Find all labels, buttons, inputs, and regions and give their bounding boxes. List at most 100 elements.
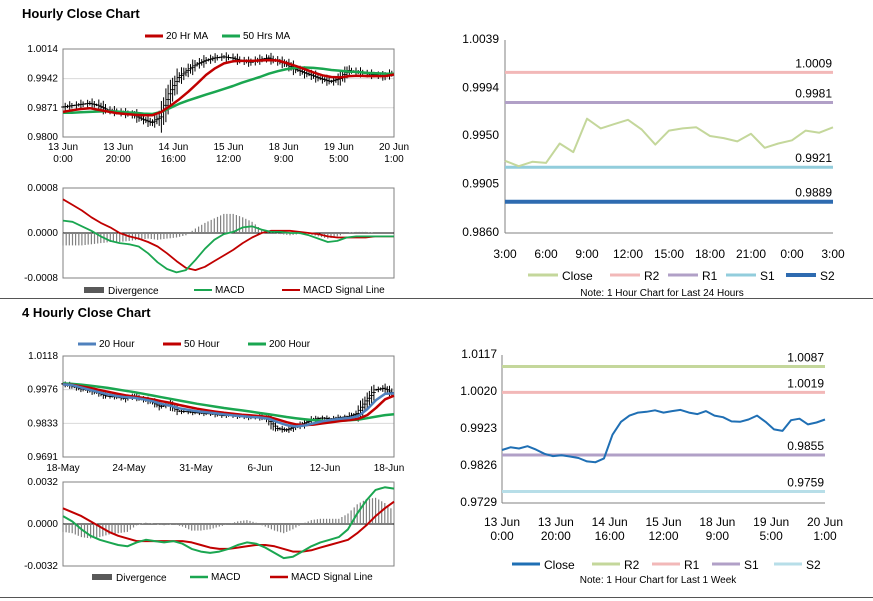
- level-label-s2: 0.9889: [795, 186, 832, 200]
- section-divider: [0, 298, 873, 299]
- x-tick-label: 0:00: [780, 247, 804, 261]
- x-tick-label-line1: 13 Jun: [538, 515, 574, 529]
- y-tick-label: 1.0118: [28, 351, 58, 362]
- legend-20-hour: 20 Hour: [99, 339, 135, 350]
- y-tick-label: 0.9826: [460, 458, 497, 472]
- x-tick-label-line1: 18 Jun: [699, 515, 735, 529]
- x-tick-label: 18-May: [46, 463, 79, 474]
- bottom-divider: [0, 597, 873, 598]
- y-tick-label: 0.9833: [27, 418, 58, 429]
- x-tick-label-line2: 12:00: [216, 154, 241, 165]
- y-tick-label: 0.9950: [462, 128, 499, 142]
- legend-r2: R2: [624, 558, 640, 572]
- ma20-line: [62, 383, 395, 428]
- x-tick-label-line1: 14 Jun: [158, 142, 188, 153]
- y-tick-label: 1.0014: [27, 44, 58, 55]
- y-tick-label: 0.9860: [462, 225, 499, 239]
- legend-close: Close: [562, 269, 593, 283]
- x-tick-label-line2: 16:00: [595, 529, 625, 543]
- y-tick-label: 0.9871: [27, 103, 58, 114]
- close-line: [504, 117, 834, 168]
- x-tick-label-line1: 20 Jun: [379, 142, 409, 153]
- four-hourly-price-chart: 1.0118 0.9976 0.9833 0.9691 20 Hour 50 Hour 20…: [27, 339, 404, 474]
- hourly-price-chart: 1.0014 0.9942 0.9871 0.9800 20 Hr MA 50 Hrs M…: [27, 31, 409, 165]
- level-label-r1: 0.9981: [795, 87, 832, 101]
- legend-macd: MACD: [211, 572, 240, 583]
- x-tick-label-line2: 1:00: [813, 529, 837, 543]
- ma50-line: [63, 66, 394, 116]
- y-tick-label: 1.0039: [462, 32, 499, 46]
- legend-ma20: 20 Hr MA: [166, 31, 209, 42]
- four-hourly-section-title: 4 Hourly Close Chart: [22, 305, 151, 320]
- signal-line: [62, 198, 394, 271]
- legend-divergence: Divergence: [108, 286, 159, 297]
- legend-50-hour: 50 Hour: [184, 339, 220, 350]
- x-tick-label-line2: 12:00: [648, 529, 678, 543]
- legend-r1: R1: [684, 558, 700, 572]
- level-label-s2: 0.9759: [787, 476, 824, 490]
- y-tick-label: 1.0020: [460, 384, 497, 398]
- hourly-section-title: Hourly Close Chart: [22, 6, 140, 21]
- x-tick-label-line1: 19 Jun: [753, 515, 789, 529]
- level-label-r1: 1.0019: [787, 376, 824, 390]
- x-tick-label-line2: 5:00: [759, 529, 783, 543]
- x-tick-label: 24-May: [112, 463, 145, 474]
- x-tick-label: 12-Jun: [310, 463, 341, 474]
- x-tick-label-line2: 20:00: [106, 154, 131, 165]
- plot-frame: [62, 355, 395, 458]
- y-tick-label: 0.0000: [27, 228, 58, 239]
- y-tick-label: 0.9691: [27, 452, 58, 463]
- x-tick-label: 21:00: [736, 247, 766, 261]
- legend-divergence-swatch: [84, 287, 104, 293]
- ma20-line: [62, 58, 395, 117]
- x-tick-label-line1: 19 Jun: [324, 142, 354, 153]
- x-tick-label-line2: 0:00: [53, 154, 73, 165]
- legend-close: Close: [544, 558, 575, 572]
- legend-r2: R2: [644, 269, 660, 283]
- x-tick-label: 18:00: [695, 247, 725, 261]
- x-tick-label-line2: 5:00: [329, 154, 349, 165]
- chart-note: Note: 1 Hour Chart for Last 24 Hours: [580, 288, 743, 299]
- x-tick-label: 31-May: [179, 463, 212, 474]
- x-tick-label-line2: 0:00: [490, 529, 514, 543]
- plot-frame: [62, 48, 395, 138]
- x-tick-label-line1: 15 Jun: [213, 142, 243, 153]
- x-tick-label-line1: 18 Jun: [269, 142, 299, 153]
- y-tick-label: -0.0008: [24, 273, 58, 284]
- ma50-line: [62, 383, 395, 427]
- y-tick-label: 0.9800: [27, 132, 58, 143]
- y-tick-label: -0.0032: [24, 561, 58, 572]
- y-tick-label: 0.9942: [27, 74, 58, 85]
- four-hourly-levels-chart: 1.0117 1.0020 0.9923 0.9826 0.9729 1.0087 1.00…: [460, 347, 843, 586]
- hourly-macd-chart: 0.0008 0.0000 -0.0008 Divergence MACD MACD Si…: [24, 183, 395, 297]
- x-tick-label-line1: 14 Jun: [592, 515, 628, 529]
- x-tick-label-line2: 1:00: [384, 154, 404, 165]
- chart-note: Note: 1 Hour Chart for Last 1 Week: [580, 575, 738, 586]
- legend-divergence-swatch: [92, 574, 112, 580]
- y-tick-label: 0.0000: [27, 519, 58, 530]
- legend-s1: S1: [744, 558, 759, 572]
- x-tick-label-line1: 15 Jun: [645, 515, 681, 529]
- close-line: [501, 408, 826, 464]
- y-tick-label: 0.9923: [460, 421, 497, 435]
- x-tick-label-line2: 20:00: [541, 529, 571, 543]
- legend-s1: S1: [760, 269, 775, 283]
- y-tick-label: 0.9729: [460, 495, 497, 509]
- legend-r1: R1: [702, 269, 718, 283]
- x-tick-label: 6-Jun: [247, 463, 272, 474]
- x-tick-label-line1: 13 Jun: [103, 142, 133, 153]
- macd-line: [62, 486, 395, 560]
- y-tick-label: 0.9976: [27, 385, 58, 396]
- level-label-r2: 1.0087: [787, 350, 824, 364]
- legend-divergence: Divergence: [116, 573, 167, 584]
- x-tick-label-line2: 16:00: [161, 154, 186, 165]
- legend-s2: S2: [820, 269, 835, 283]
- level-label-s1: 0.9921: [795, 151, 832, 165]
- x-tick-label-line2: 9:00: [706, 529, 730, 543]
- x-tick-label: 15:00: [654, 247, 684, 261]
- legend-signal: MACD Signal Line: [303, 285, 385, 296]
- legend-macd: MACD: [215, 285, 244, 296]
- x-tick-label-line1: 13 Jun: [48, 142, 78, 153]
- y-tick-label: 0.0008: [27, 183, 58, 194]
- x-tick-label: 3:00: [493, 247, 517, 261]
